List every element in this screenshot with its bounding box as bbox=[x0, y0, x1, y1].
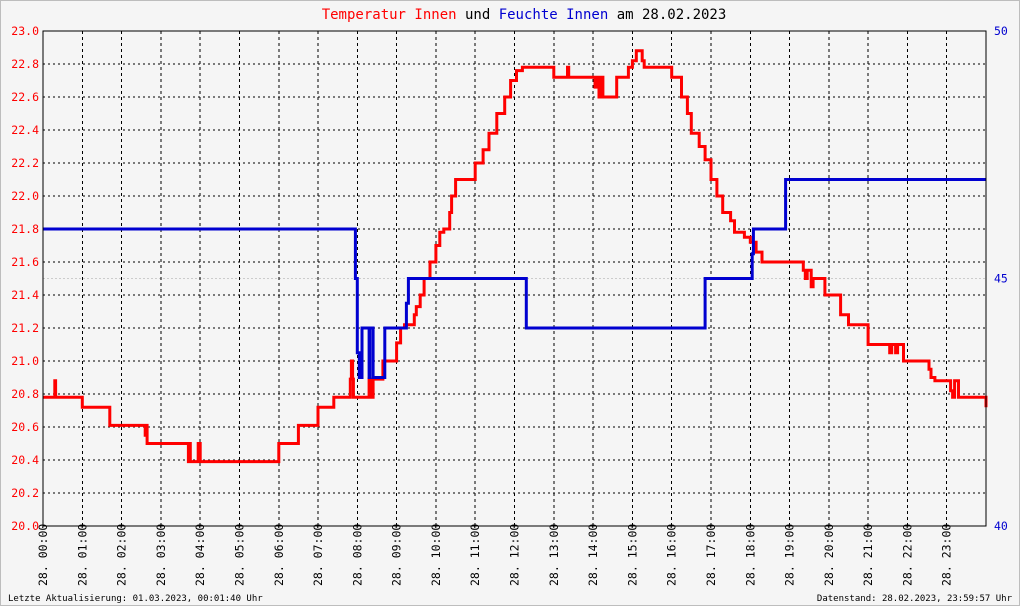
x-tick-label: 28. 15:00 bbox=[625, 524, 639, 586]
y-axis-left: 20.0 20.2 20.4 20.6 20.8 21.0 21.2 21.4 21.6 21.8… bbox=[11, 24, 39, 533]
x-tick-label: 28. 08:00 bbox=[350, 524, 364, 586]
y-tick-label-right: 45 bbox=[994, 272, 1008, 286]
y-tick-label-left: 22.2 bbox=[11, 156, 39, 170]
y-tick-label-left: 21.2 bbox=[11, 321, 39, 335]
title-und: und bbox=[457, 7, 499, 23]
x-tick-label: 28. 18:00 bbox=[743, 524, 757, 586]
y-tick-label-left: 21.4 bbox=[11, 288, 39, 302]
footer-data-state: Datenstand: 28.02.2023, 23:59:57 Uhr bbox=[817, 594, 1013, 604]
plot-border bbox=[42, 30, 987, 527]
x-tick-label: 28. 07:00 bbox=[311, 524, 325, 586]
y-tick-label-left: 22.0 bbox=[11, 189, 39, 203]
x-tick-label: 28. 11:00 bbox=[468, 524, 482, 586]
x-tick-label: 28. 22:00 bbox=[900, 524, 914, 586]
x-tick-label: 28. 23:00 bbox=[940, 524, 954, 586]
x-tick-label: 28. 03:00 bbox=[154, 524, 168, 586]
x-axis: 28. 00:00 28. 01:00 28. 02:00 28. 03:00 28. … bbox=[36, 524, 954, 586]
x-tick-label: 28. 12:00 bbox=[508, 524, 522, 586]
x-tick-label: 28. 17:00 bbox=[704, 524, 718, 586]
x-tick-label: 28. 10:00 bbox=[429, 524, 443, 586]
y-tick-label-left: 20.8 bbox=[11, 387, 39, 401]
y-tick-label-left: 21.6 bbox=[11, 255, 39, 269]
y-tick-label-left: 23.0 bbox=[11, 24, 39, 38]
x-tick-label: 28. 14:00 bbox=[586, 524, 600, 586]
x-tick-label: 28. 20:00 bbox=[822, 524, 836, 586]
y-tick-label-left: 21.0 bbox=[11, 354, 39, 368]
title-temperature: Temperatur Innen bbox=[322, 7, 457, 23]
y-axis-right: 40 45 50 bbox=[994, 24, 1008, 533]
y-tick-label-left: 20.0 bbox=[11, 519, 39, 533]
chart-title: Temperatur Innen und Feuchte Innen am 28… bbox=[322, 7, 727, 23]
footer-last-update: Letzte Aktualisierung: 01.03.2023, 00:01… bbox=[8, 594, 263, 604]
x-tick-label: 28. 09:00 bbox=[390, 524, 404, 586]
y-tick-label-left: 22.4 bbox=[11, 123, 39, 137]
y-tick-label-left: 20.4 bbox=[11, 453, 39, 467]
x-tick-label: 28. 02:00 bbox=[115, 524, 129, 586]
x-tick-label: 28. 00:00 bbox=[36, 524, 50, 586]
y-tick-label-left: 22.8 bbox=[11, 57, 39, 71]
title-date: am 28.02.2023 bbox=[608, 7, 726, 23]
y-tick-label-right: 40 bbox=[994, 519, 1008, 533]
x-tick-label: 28. 06:00 bbox=[272, 524, 286, 586]
y-tick-label-left: 21.8 bbox=[11, 222, 39, 236]
y-tick-label-left: 20.2 bbox=[11, 486, 39, 500]
y-tick-label-right: 50 bbox=[994, 24, 1008, 38]
x-tick-label: 28. 01:00 bbox=[75, 524, 89, 586]
plot-series bbox=[43, 49, 988, 464]
series-line-temperature bbox=[43, 49, 988, 464]
series-line-humidity bbox=[43, 178, 986, 379]
x-tick-label: 28. 13:00 bbox=[547, 524, 561, 586]
title-humidity: Feuchte Innen bbox=[499, 7, 609, 23]
x-tick-label: 28. 05:00 bbox=[232, 524, 246, 586]
x-tick-label: 28. 16:00 bbox=[665, 524, 679, 586]
x-tick-label: 28. 04:00 bbox=[193, 524, 207, 586]
y-tick-label-left: 20.6 bbox=[11, 420, 39, 434]
x-tick-label: 28. 19:00 bbox=[783, 524, 797, 586]
x-tick-label: 28. 21:00 bbox=[861, 524, 875, 586]
y-tick-label-left: 22.6 bbox=[11, 90, 39, 104]
